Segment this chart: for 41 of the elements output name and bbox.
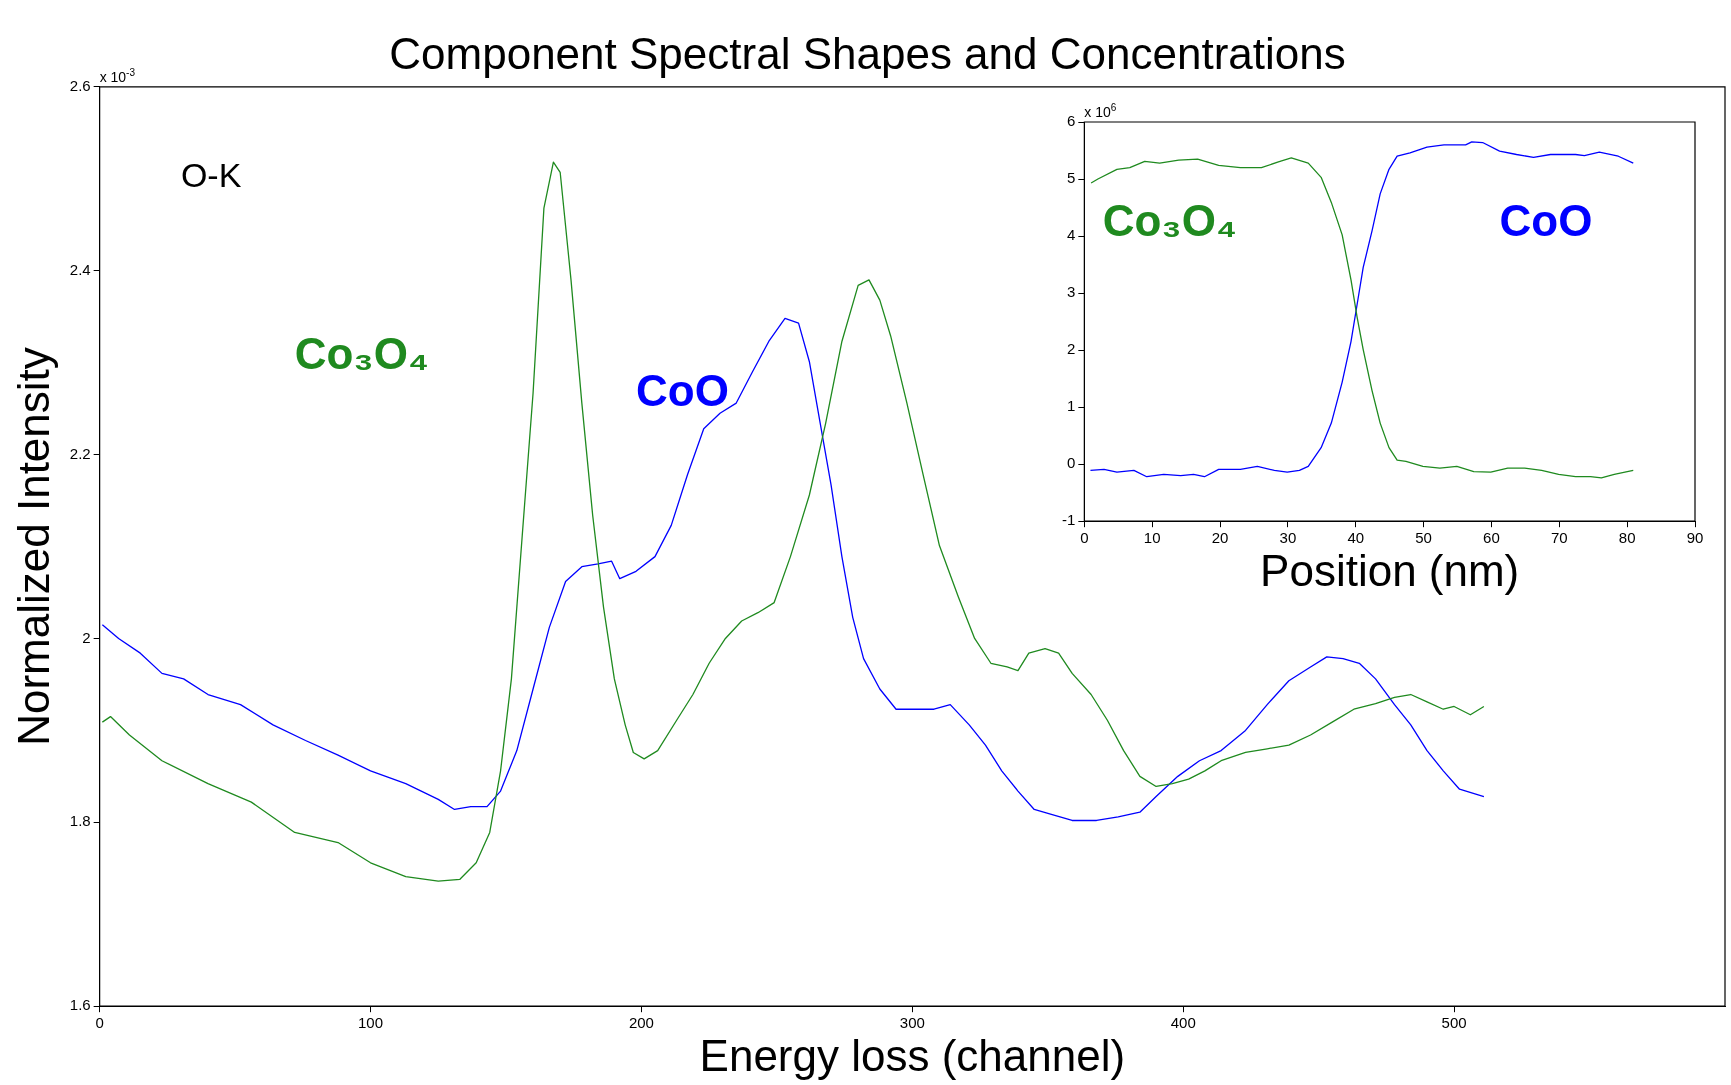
text: Co₃O₄ xyxy=(294,329,429,379)
x-axis-title: Position (nm) xyxy=(1260,545,1520,595)
y-tick-label: 2.2 xyxy=(69,444,91,462)
series-label: CoO xyxy=(636,365,729,415)
x-tick-label: 300 xyxy=(899,1014,925,1032)
y-tick-label: 6 xyxy=(1066,112,1076,130)
x-tick-label: 70 xyxy=(1550,529,1568,547)
y-tick-label: 2 xyxy=(82,628,91,646)
text: x 10$^{-3}$ xyxy=(99,66,136,85)
y-tick-label: 1 xyxy=(1066,397,1076,415)
x-tick-label: 20 xyxy=(1211,529,1229,547)
x-tick-label: 30 xyxy=(1279,529,1297,547)
x-axis-title: Energy loss (channel) xyxy=(699,1030,1126,1080)
x-tick-label: 0 xyxy=(1080,529,1089,547)
x-tick-label: 90 xyxy=(1686,529,1704,547)
y-tick-label: 5 xyxy=(1066,169,1076,187)
x-tick-label: 40 xyxy=(1347,529,1365,547)
x-tick-label: 100 xyxy=(358,1014,384,1032)
y-tick-label: 3 xyxy=(1066,283,1076,301)
y-tick-label: 4 xyxy=(1066,226,1076,244)
series-label: CoO xyxy=(1499,195,1593,245)
x-tick-label: 50 xyxy=(1415,529,1432,547)
y-tick-label: 1.6 xyxy=(69,996,91,1014)
y-tick-label: 2 xyxy=(1066,340,1076,358)
y-tick-label: 2.6 xyxy=(69,76,91,94)
series-label: Co₃O₄ xyxy=(1102,195,1237,245)
y-tick-label: 2.4 xyxy=(69,260,91,278)
x-tick-label: 60 xyxy=(1483,529,1500,547)
y-tick-label: 0 xyxy=(1066,454,1076,472)
chart-title: Component Spectral Shapes and Concentrations xyxy=(389,28,1346,78)
x-tick-label: 400 xyxy=(1170,1014,1196,1032)
x-tick-label: 10 xyxy=(1143,529,1161,547)
annotation: O-K xyxy=(180,155,242,194)
annotation: x 10$^{6}$ xyxy=(1084,102,1117,120)
x-tick-label: 0 xyxy=(95,1014,104,1032)
y-tick-label: 1.8 xyxy=(69,812,91,830)
x-tick-label: 200 xyxy=(628,1014,654,1032)
y-axis-title: Normalized Intensity xyxy=(8,347,58,746)
x-tick-label: 500 xyxy=(1441,1014,1467,1032)
y-tick-label: -1 xyxy=(1061,511,1076,529)
x-tick-label: 80 xyxy=(1618,529,1636,547)
